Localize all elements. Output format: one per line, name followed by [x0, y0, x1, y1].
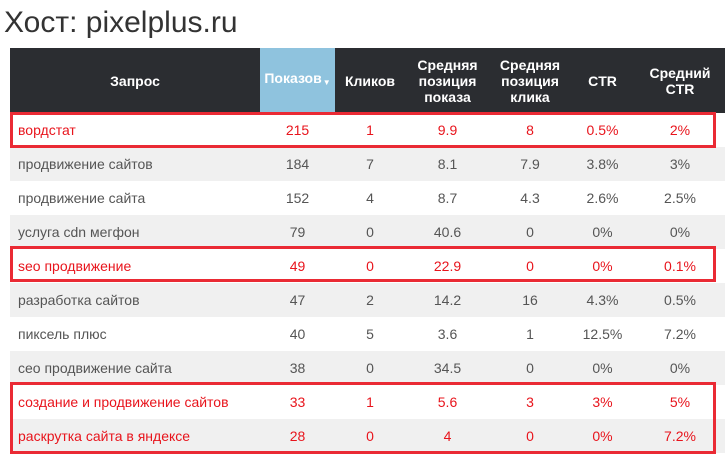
column-header-avg-impression-position[interactable]: Средняя позиция показа [405, 48, 490, 113]
column-header-avg-click-position[interactable]: Средняя позиция клика [490, 48, 570, 113]
table-row: создание и продвижение сайтов 33 1 5.6 3… [10, 385, 725, 419]
column-header-clicks[interactable]: Кликов [335, 48, 405, 113]
table-row: пиксель плюс 40 5 3.6 1 12.5% 7.2% [10, 317, 725, 351]
cell-clicks: 2 [335, 283, 405, 317]
cell-impressions: 152 [260, 181, 335, 215]
cell-ctr: 0% [570, 215, 635, 249]
cell-clicks: 5 [335, 317, 405, 351]
cell-ctr: 0.5% [570, 113, 635, 147]
column-header-impressions[interactable]: Показов▼ [260, 48, 335, 113]
cell-impressions: 33 [260, 385, 335, 419]
cell-avg-impression-position: 14.2 [405, 283, 490, 317]
cell-ctr: 2.6% [570, 181, 635, 215]
cell-impressions: 28 [260, 419, 335, 453]
cell-avg-click-position: 1 [490, 317, 570, 351]
column-header-impressions-label: Показов [264, 70, 322, 86]
cell-avg-impression-position: 34.5 [405, 351, 490, 385]
cell-impressions: 47 [260, 283, 335, 317]
cell-query: создание и продвижение сайтов [10, 385, 260, 419]
cell-ctr: 3% [570, 385, 635, 419]
cell-avg-impression-position: 3.6 [405, 317, 490, 351]
cell-query: seo продвижение [10, 249, 260, 283]
cell-query: раскрутка сайта в яндексе [10, 419, 260, 453]
cell-clicks: 0 [335, 419, 405, 453]
cell-impressions: 184 [260, 147, 335, 181]
cell-avg-impression-position: 8.1 [405, 147, 490, 181]
cell-query: сео продвижение сайта [10, 351, 260, 385]
cell-avg-ctr: 2.5% [635, 181, 725, 215]
table-row: сео продвижение сайта 38 0 34.5 0 0% 0% [10, 351, 725, 385]
cell-avg-click-position: 16 [490, 283, 570, 317]
cell-avg-ctr: 3% [635, 147, 725, 181]
sort-down-icon: ▼ [322, 78, 331, 87]
cell-clicks: 1 [335, 385, 405, 419]
column-header-avg-ctr[interactable]: Средний CTR [635, 48, 725, 113]
column-header-query[interactable]: Запрос [10, 48, 260, 113]
cell-avg-ctr: 0.5% [635, 283, 725, 317]
table-row: разработка сайтов 47 2 14.2 16 4.3% 0.5% [10, 283, 725, 317]
cell-query: вордстат [10, 113, 260, 147]
cell-avg-impression-position: 4 [405, 419, 490, 453]
cell-avg-ctr: 2% [635, 113, 725, 147]
cell-clicks: 1 [335, 113, 405, 147]
table-header-row: Запрос Показов▼ Кликов Средняя позиция п… [10, 48, 725, 113]
cell-avg-ctr: 0% [635, 351, 725, 385]
cell-avg-impression-position: 22.9 [405, 249, 490, 283]
cell-query: пиксель плюс [10, 317, 260, 351]
cell-clicks: 0 [335, 351, 405, 385]
cell-avg-impression-position: 9.9 [405, 113, 490, 147]
cell-avg-ctr: 7.2% [635, 419, 725, 453]
cell-clicks: 0 [335, 249, 405, 283]
cell-avg-click-position: 3 [490, 385, 570, 419]
cell-clicks: 4 [335, 181, 405, 215]
cell-query: услуга cdn мегфон [10, 215, 260, 249]
cell-ctr: 3.8% [570, 147, 635, 181]
table-row: раскрутка сайта в яндексе 28 0 4 0 0% 7.… [10, 419, 725, 453]
cell-avg-impression-position: 5.6 [405, 385, 490, 419]
cell-avg-click-position: 7.9 [490, 147, 570, 181]
cell-avg-click-position: 0 [490, 215, 570, 249]
cell-avg-ctr: 7.2% [635, 317, 725, 351]
cell-avg-ctr: 5% [635, 385, 725, 419]
cell-query: разработка сайтов [10, 283, 260, 317]
cell-impressions: 215 [260, 113, 335, 147]
table-row: seo продвижение 49 0 22.9 0 0% 0.1% [10, 249, 725, 283]
cell-ctr: 4.3% [570, 283, 635, 317]
column-header-ctr[interactable]: CTR [570, 48, 635, 113]
cell-ctr: 0% [570, 249, 635, 283]
cell-clicks: 7 [335, 147, 405, 181]
cell-avg-ctr: 0% [635, 215, 725, 249]
table-row: продвижение сайта 152 4 8.7 4.3 2.6% 2.5… [10, 181, 725, 215]
cell-impressions: 40 [260, 317, 335, 351]
cell-avg-click-position: 4.3 [490, 181, 570, 215]
cell-avg-impression-position: 40.6 [405, 215, 490, 249]
cell-clicks: 0 [335, 215, 405, 249]
cell-ctr: 0% [570, 351, 635, 385]
cell-ctr: 12.5% [570, 317, 635, 351]
table-row: вордстат 215 1 9.9 8 0.5% 2% [10, 113, 725, 147]
cell-impressions: 49 [260, 249, 335, 283]
queries-table: Запрос Показов▼ Кликов Средняя позиция п… [10, 48, 725, 453]
cell-avg-impression-position: 8.7 [405, 181, 490, 215]
cell-avg-click-position: 0 [490, 351, 570, 385]
table-row: услуга cdn мегфон 79 0 40.6 0 0% 0% [10, 215, 725, 249]
cell-query: продвижение сайта [10, 181, 260, 215]
cell-avg-ctr: 0.1% [635, 249, 725, 283]
cell-impressions: 79 [260, 215, 335, 249]
cell-query: продвижение сайтов [10, 147, 260, 181]
host-title: Хост: pixelplus.ru [4, 6, 238, 39]
table-row: продвижение сайтов 184 7 8.1 7.9 3.8% 3% [10, 147, 725, 181]
cell-avg-click-position: 0 [490, 419, 570, 453]
cell-ctr: 0% [570, 419, 635, 453]
cell-avg-click-position: 0 [490, 249, 570, 283]
cell-avg-click-position: 8 [490, 113, 570, 147]
queries-table-container: Запрос Показов▼ Кликов Средняя позиция п… [10, 48, 725, 453]
cell-impressions: 38 [260, 351, 335, 385]
